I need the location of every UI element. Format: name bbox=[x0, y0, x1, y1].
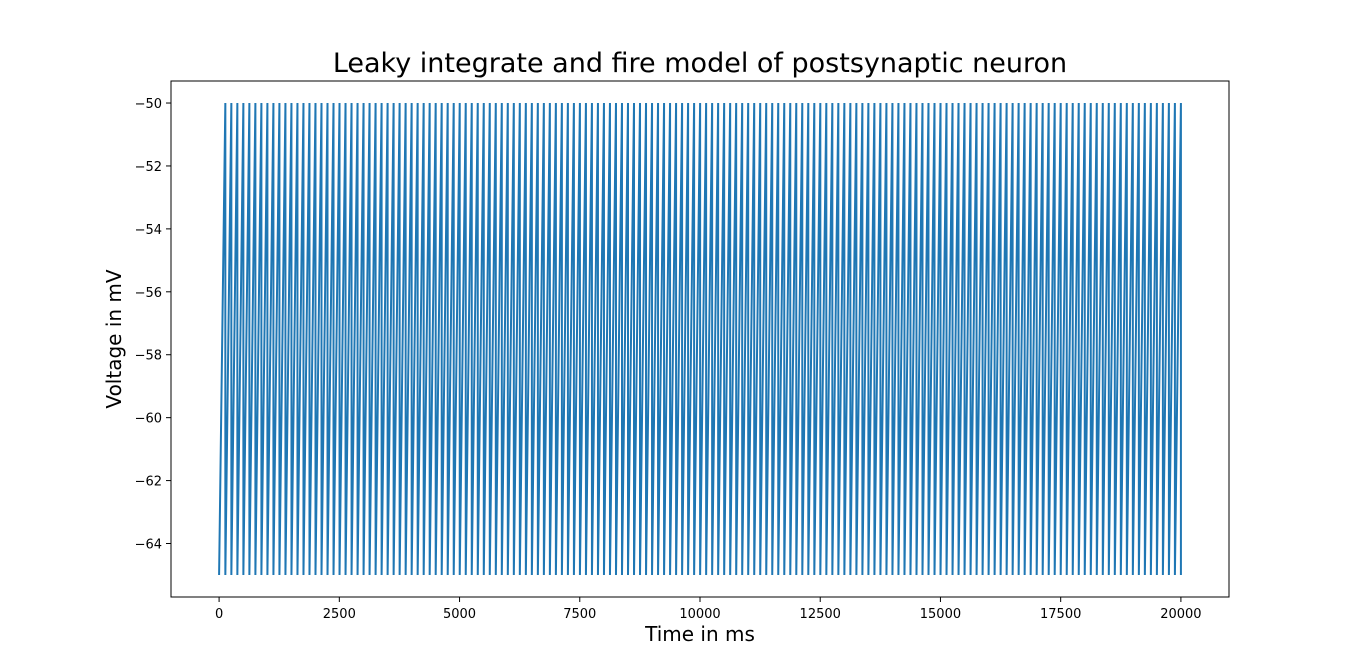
y-tick-label: −62 bbox=[135, 475, 162, 490]
y-axis-label: Voltage in mV bbox=[102, 269, 126, 408]
x-tick-label: 2500 bbox=[323, 607, 356, 622]
x-tick-label: 0 bbox=[215, 607, 223, 622]
x-tick-label: 12500 bbox=[800, 607, 841, 622]
x-axis: 0 2500 5000 7500 10000 12500 15000 17500 20000 bbox=[215, 597, 1202, 622]
x-tick-label: 5000 bbox=[443, 607, 476, 622]
y-axis: −64 −62 −60 −58 −56 −54 −52 −50 bbox=[135, 97, 171, 553]
x-axis-label: Time in ms bbox=[644, 622, 755, 646]
x-tick-label: 10000 bbox=[679, 607, 720, 622]
y-tick-label: −56 bbox=[135, 286, 162, 301]
voltage-trace-line bbox=[218, 103, 1182, 575]
plot-area bbox=[170, 80, 1230, 598]
chart-title: Leaky integrate and fire model of postsy… bbox=[333, 48, 1067, 79]
x-tick-label: 7500 bbox=[563, 607, 596, 622]
x-tick-label: 17500 bbox=[1040, 607, 1081, 622]
y-tick-label: −58 bbox=[135, 349, 162, 364]
y-tick-label: −50 bbox=[135, 97, 162, 112]
y-tick-label: −52 bbox=[135, 160, 162, 175]
x-tick-label: 20000 bbox=[1160, 607, 1201, 622]
x-tick-label: 15000 bbox=[920, 607, 961, 622]
y-tick-label: −54 bbox=[135, 223, 162, 238]
y-tick-label: −60 bbox=[135, 412, 162, 427]
y-tick-label: −64 bbox=[135, 538, 162, 553]
